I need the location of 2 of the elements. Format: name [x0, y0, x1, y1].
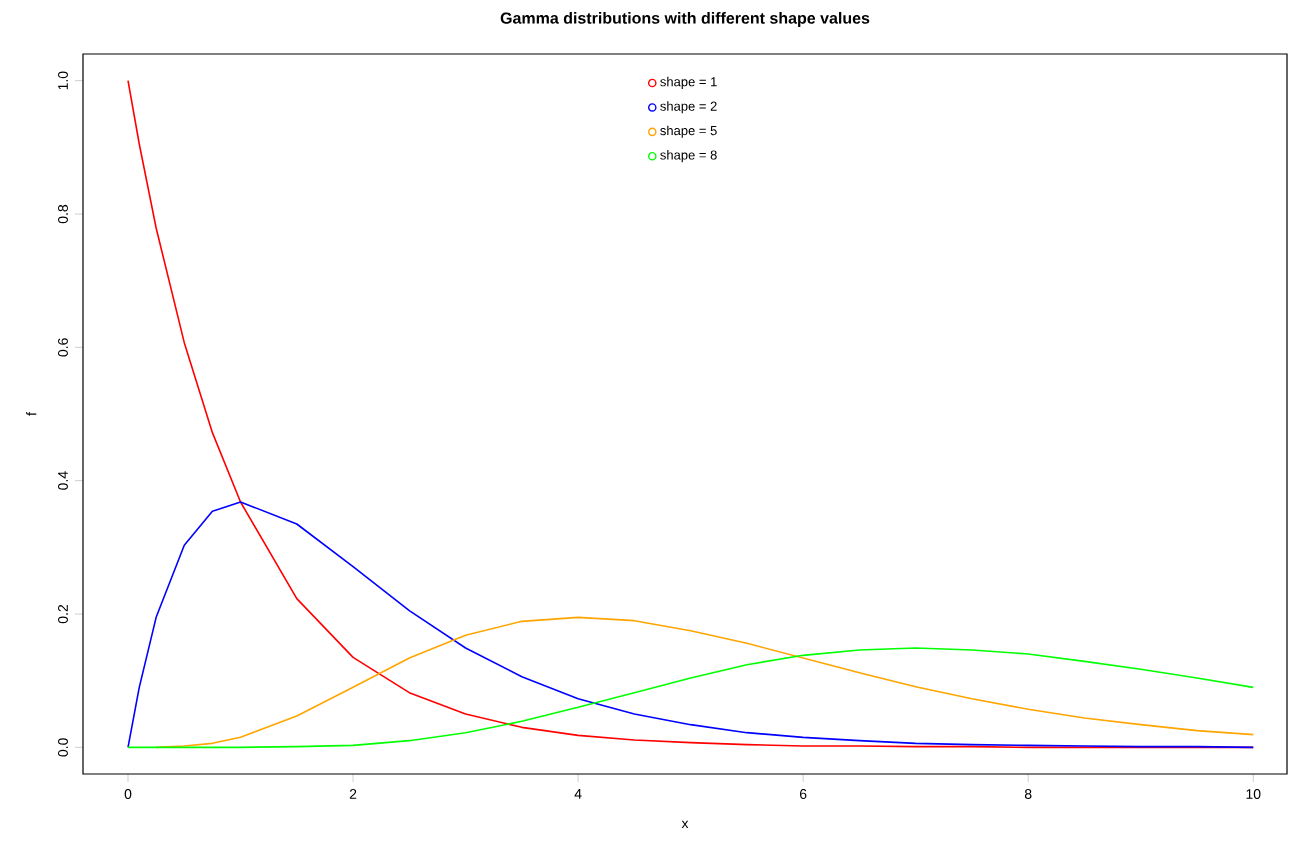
- chart-title: Gamma distributions with different shape values: [500, 12, 870, 27]
- line-series: [127, 501, 1255, 749]
